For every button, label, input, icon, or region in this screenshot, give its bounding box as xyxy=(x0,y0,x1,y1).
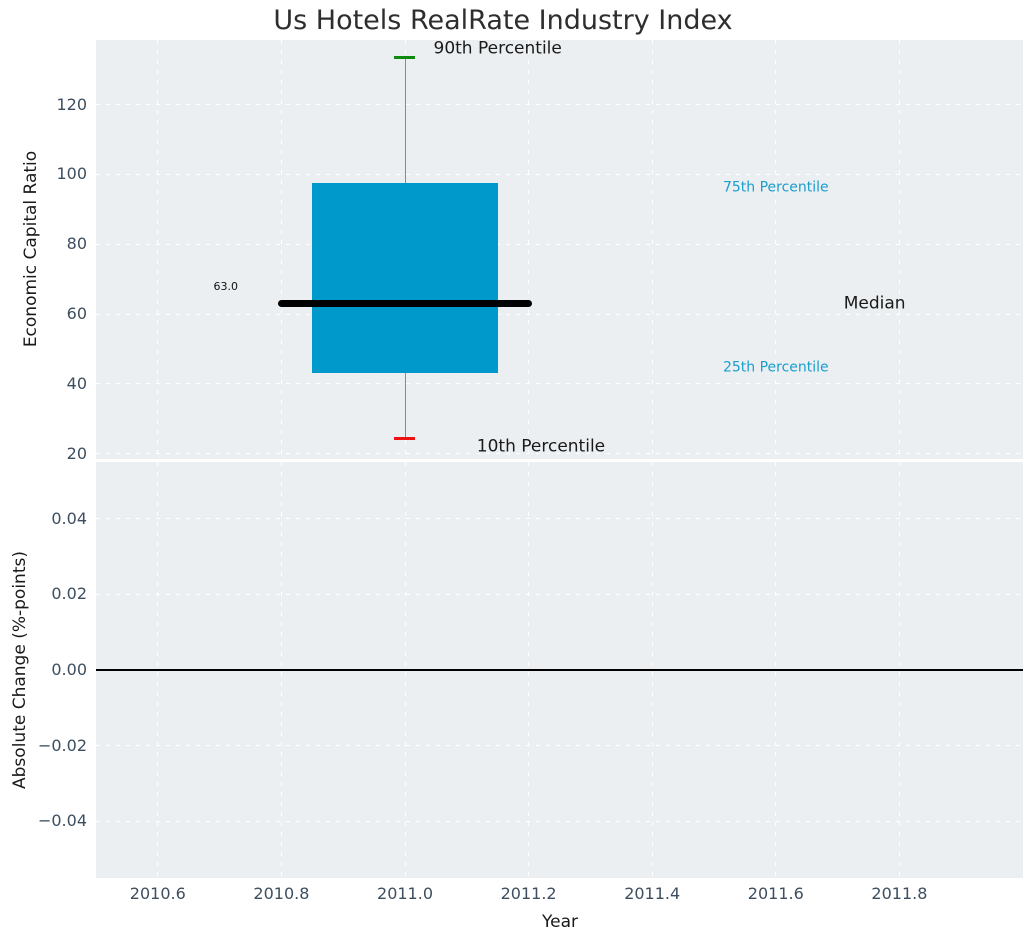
gridline-horizontal xyxy=(96,518,1023,520)
y-tick-label: 120 xyxy=(56,94,87,114)
gridline-horizontal xyxy=(96,453,1023,455)
x-tick-label: 2010.8 xyxy=(253,884,310,903)
x-tick-label: 2011.4 xyxy=(624,884,681,903)
zero-line xyxy=(96,669,1023,671)
median-line xyxy=(278,300,532,308)
x-tick-label: 2011.2 xyxy=(500,884,557,903)
gridline-horizontal xyxy=(96,104,1023,106)
gridline-horizontal xyxy=(96,243,1023,245)
gridline-vertical xyxy=(651,40,653,459)
annotation-p90-label: 90th Percentile xyxy=(433,38,562,59)
annotation-p75-label: 75th Percentile xyxy=(722,179,829,196)
y-tick-label: 60 xyxy=(66,304,87,324)
box-rect xyxy=(312,183,498,374)
y-tick-label: −0.02 xyxy=(37,735,87,755)
gridline-horizontal xyxy=(96,593,1023,595)
gridline-horizontal xyxy=(96,383,1023,385)
gridline-vertical xyxy=(898,40,900,459)
y-tick-label: 20 xyxy=(66,443,87,463)
y-tick-label: 0.00 xyxy=(51,660,87,679)
annotation-median-label: Median xyxy=(843,293,906,314)
x-tick-label: 2010.6 xyxy=(129,884,186,903)
chart-title: Us Hotels RealRate Industry Index xyxy=(273,5,733,36)
gridline-vertical xyxy=(528,40,530,459)
annotation-median-value-label: 63.0 xyxy=(213,279,239,293)
gridline-vertical xyxy=(775,40,777,459)
y-tick-label: 0.02 xyxy=(51,584,87,604)
gridline-vertical xyxy=(280,40,282,459)
y-tick-label: 80 xyxy=(66,234,87,254)
y-tick-label: 0.04 xyxy=(51,508,87,528)
gridline-horizontal xyxy=(96,313,1023,315)
annotation-p25-label: 25th Percentile xyxy=(722,358,829,375)
gridline-vertical xyxy=(157,40,159,459)
gridline-horizontal xyxy=(96,173,1023,175)
x-tick-label: 2011.0 xyxy=(377,884,433,903)
top-axes xyxy=(96,40,1023,459)
gridline-horizontal xyxy=(96,745,1023,747)
annotation-p10-label: 10th Percentile xyxy=(476,436,606,457)
x-axis-label: Year xyxy=(542,912,578,932)
whisker-cap-top xyxy=(394,55,416,59)
x-tick-label: 2011.6 xyxy=(747,884,804,903)
y-tick-label: 100 xyxy=(56,164,87,184)
y-tick-label: 40 xyxy=(66,373,87,393)
whisker-cap-bottom xyxy=(394,436,416,440)
x-tick-label: 2011.8 xyxy=(871,884,928,903)
gridline-horizontal xyxy=(96,820,1023,822)
y-tick-label: −0.04 xyxy=(37,811,87,831)
